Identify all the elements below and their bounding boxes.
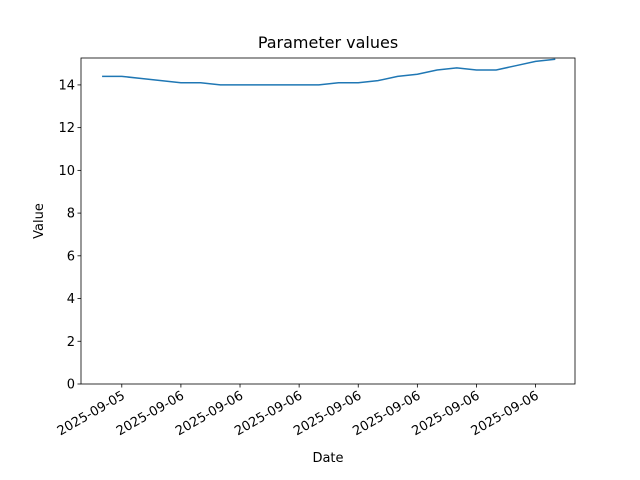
y-tick-label: 14 <box>58 78 75 93</box>
y-tick-label: 12 <box>58 121 75 136</box>
chart-title: Parameter values <box>258 33 398 52</box>
y-tick-label: 6 <box>67 249 75 264</box>
x-axis-label: Date <box>312 451 343 466</box>
y-tick-label: 0 <box>67 378 75 393</box>
y-tick-label: 4 <box>67 292 75 307</box>
line <box>102 58 556 86</box>
y-axis-label: Value <box>32 203 47 239</box>
y-tick-label: 8 <box>67 207 75 222</box>
plot-frame <box>80 57 576 385</box>
y-tick-label: 2 <box>67 335 75 350</box>
y-tick-label: 10 <box>58 164 75 179</box>
